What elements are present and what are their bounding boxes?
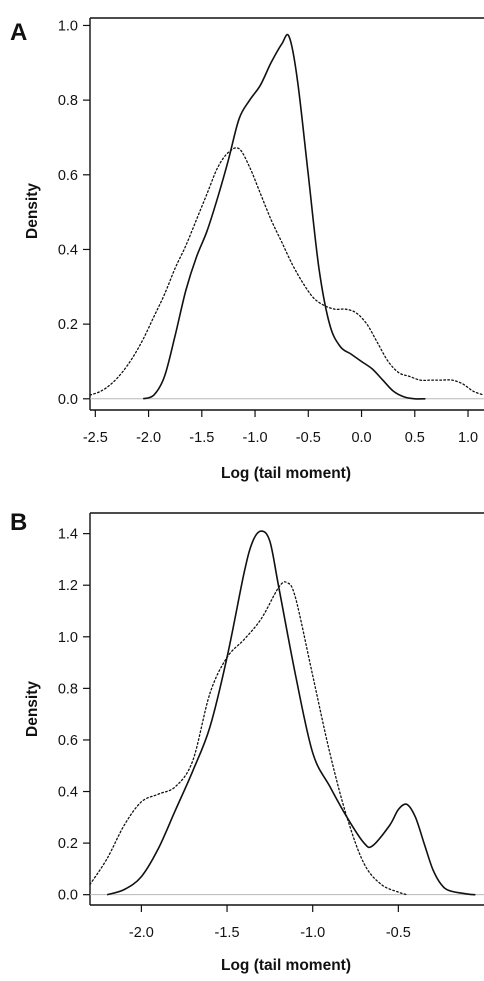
panel-a: A Density Log (tail moment) 0.0 0.2 0.4 0.6…: [10, 17, 484, 482]
panel-b-dotted-density-line: [89, 581, 408, 896]
panel-a-x-tick-label: 0.0: [351, 430, 371, 446]
panel-b-x-tick-label: -0.5: [386, 925, 411, 941]
panel-b-x-tick-label: -1.0: [300, 925, 325, 941]
panel-b-x-axis-title: Log (tail moment): [221, 957, 351, 974]
panel-b-letter: B: [10, 509, 27, 536]
panel-a-x-tick-label: -1.5: [189, 430, 214, 446]
panel-b-solid-density-line: [106, 530, 476, 896]
panel-a-y-tick-label: 1.0: [58, 18, 78, 34]
panel-b-y-tick-label: 0.0: [58, 888, 78, 904]
panel-b-y-tick-label: 0.2: [58, 836, 78, 852]
panel-b-x-tick-label: -1.5: [215, 925, 240, 941]
panel-a-dotted-density-line: [89, 147, 484, 396]
panel-a-y-tick-label: 0.6: [58, 168, 78, 184]
panel-a-letter: A: [10, 19, 27, 46]
panel-a-solid-density-line: [142, 33, 426, 400]
panel-a-y-tick-label: 0.0: [58, 392, 78, 408]
panel-a-x-tick-label: -2.5: [83, 430, 108, 446]
panel-a-x-tick-label: 0.5: [405, 430, 425, 446]
panel-a-y-tick-label: 0.8: [58, 93, 78, 109]
panel-a-x-tick-label: 1.0: [458, 430, 478, 446]
panel-a-x-tick-label: -2.0: [136, 430, 161, 446]
panel-b-y-tick-label: 1.0: [58, 630, 78, 646]
panel-b: B Density Log (tail moment) 0.0 0.2 0.4 0.6…: [10, 509, 484, 974]
panel-a-x-tick-label: -1.0: [243, 430, 268, 446]
panel-b-y-tick-label: 0.6: [58, 733, 78, 749]
panel-b-y-tick-label: 1.4: [58, 527, 78, 543]
panel-b-y-tick-label: 0.8: [58, 681, 78, 697]
panel-b-y-tick-label: 1.2: [58, 578, 78, 594]
panel-b-y-axis-title: Density: [24, 681, 41, 737]
panel-a-x-axis-title: Log (tail moment): [221, 465, 351, 482]
panel-a-y-axis-title: Density: [24, 183, 41, 239]
panel-a-x-tick-label: -0.5: [296, 430, 321, 446]
panel-b-y-tick-label: 0.4: [58, 785, 78, 801]
panel-a-y-tick-label: 0.4: [58, 242, 78, 258]
panel-a-y-tick-label: 0.2: [58, 317, 78, 333]
panel-b-x-tick-label: -2.0: [129, 925, 154, 941]
